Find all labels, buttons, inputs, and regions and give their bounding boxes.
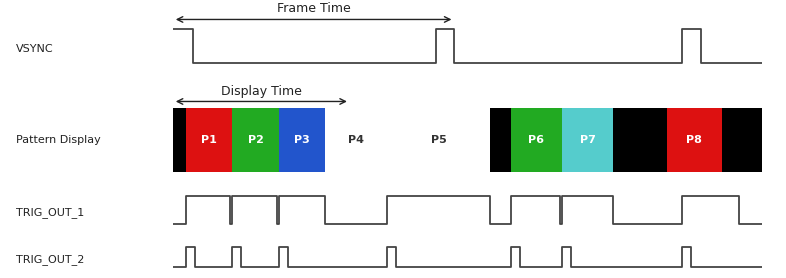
Text: P8: P8	[686, 135, 702, 145]
Bar	[325, 108, 387, 172]
Bar	[232, 108, 279, 172]
Bar	[387, 108, 490, 172]
Bar	[667, 108, 722, 172]
Bar	[279, 108, 325, 172]
Text: P6: P6	[528, 135, 545, 145]
Text: P3: P3	[294, 135, 310, 145]
Text: P4: P4	[348, 135, 364, 145]
Bar	[186, 108, 232, 172]
Text: Pattern Display: Pattern Display	[16, 135, 101, 145]
Text: TRIG_OUT_2: TRIG_OUT_2	[16, 254, 84, 265]
Text: VSYNC: VSYNC	[16, 44, 53, 54]
Text: P2: P2	[248, 135, 263, 145]
Bar	[511, 108, 562, 172]
Text: Display Time: Display Time	[221, 85, 302, 98]
Bar	[562, 108, 613, 172]
Text: TRIG_OUT_1: TRIG_OUT_1	[16, 207, 84, 218]
Text: P5: P5	[431, 135, 446, 145]
Text: P7: P7	[579, 135, 596, 145]
Text: P1: P1	[201, 135, 217, 145]
Text: Frame Time: Frame Time	[277, 2, 351, 15]
Bar	[173, 108, 762, 172]
